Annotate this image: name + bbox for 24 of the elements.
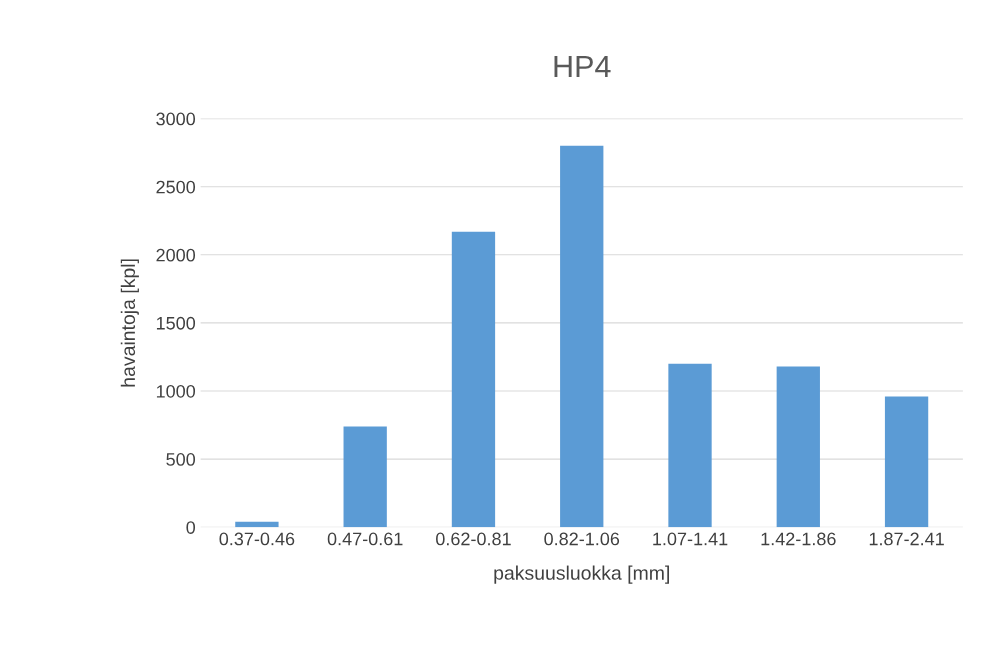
x-axis-title: paksuusluokka [mm] [494, 565, 669, 584]
x-tick-label: 1.42-1.86 [761, 532, 836, 546]
bar [343, 426, 387, 528]
y-tick-label: 2500 [156, 180, 196, 194]
x-tick-label: 0.47-0.61 [327, 532, 403, 546]
bar [668, 363, 712, 528]
y-tick-label: 0 [186, 521, 196, 534]
x-tick-label: 1.07-1.41 [653, 532, 728, 546]
chart-title: HP4 [554, 55, 611, 77]
x-tick-label: 0.62-0.81 [436, 532, 511, 546]
bar [451, 231, 496, 528]
bar [560, 145, 604, 528]
y-tick-label: 500 [166, 453, 196, 466]
y-tick-label: 2000 [156, 248, 196, 262]
bar [235, 521, 279, 528]
bar [776, 366, 820, 528]
bar [884, 396, 929, 528]
y-axis-title: havaintoja [kpl] [120, 259, 139, 387]
y-tick-label: 3000 [156, 112, 196, 126]
y-tick-label: 1500 [156, 316, 196, 330]
y-tick-label: 1000 [156, 384, 196, 398]
x-tick-label: 0.37-0.46 [219, 532, 295, 546]
x-tick-label: 0.82-1.06 [544, 532, 620, 546]
x-tick-label: 1.87-2.41 [869, 532, 944, 546]
